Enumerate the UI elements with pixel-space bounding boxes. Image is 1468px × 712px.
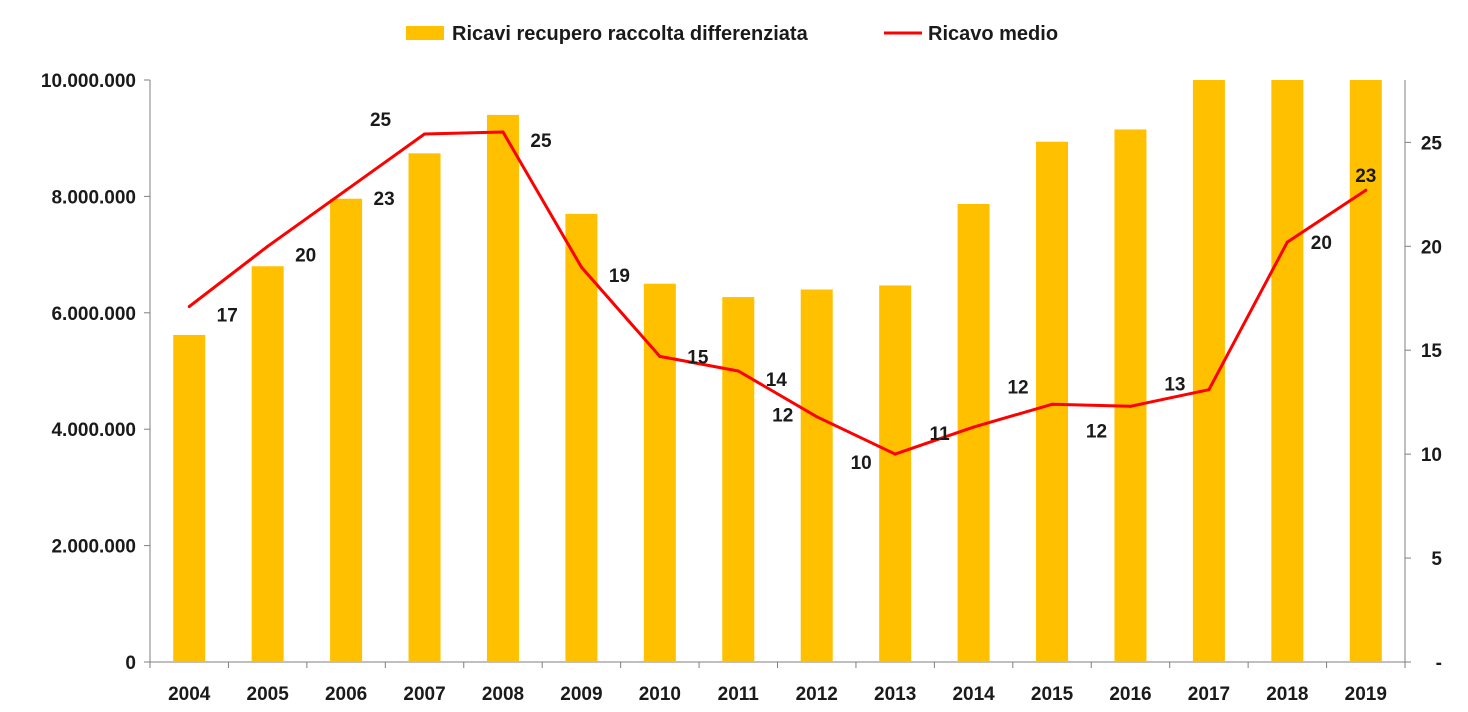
- line-data-label: 12: [1007, 377, 1028, 398]
- bar: [1036, 141, 1069, 662]
- x-tick-label: 2006: [325, 684, 367, 705]
- line-data-label: 12: [772, 406, 793, 427]
- line-point: [187, 305, 191, 309]
- x-tick-label: 2012: [796, 684, 838, 705]
- x-tick-label: 2015: [1031, 684, 1074, 705]
- line-point: [1364, 188, 1368, 192]
- bar: [800, 289, 833, 662]
- y-left-tick-label: 8.000.000: [51, 187, 136, 208]
- x-tick-label: 2009: [560, 684, 602, 705]
- y-left-tick-label: 6.000.000: [51, 304, 136, 325]
- bar: [173, 334, 206, 662]
- legend-label-line: Ricavo medio: [928, 23, 1058, 45]
- bar-series: [173, 80, 1382, 663]
- line-data-label: 25: [370, 110, 392, 131]
- line-point: [501, 130, 505, 134]
- x-tick-label: 2016: [1109, 684, 1151, 705]
- line-point: [893, 452, 897, 456]
- line-data-label: 19: [609, 266, 630, 287]
- x-tick-label: 2004: [168, 684, 211, 705]
- line-point: [972, 425, 976, 429]
- x-tick-label: 2018: [1266, 684, 1308, 705]
- y-right-tick-label: 15: [1421, 341, 1443, 362]
- line-point: [579, 265, 583, 269]
- y-right-tick-label: 5: [1431, 549, 1442, 570]
- y-right-tick-label: 20: [1421, 237, 1442, 258]
- bar: [879, 285, 912, 662]
- line-data-label: 11: [930, 424, 951, 445]
- bar: [565, 213, 598, 663]
- line-point: [1285, 240, 1289, 244]
- line-point: [658, 354, 662, 358]
- line-data-label: 13: [1164, 375, 1185, 396]
- bar: [1114, 129, 1147, 663]
- line-point: [1128, 404, 1132, 408]
- y-left-tick-label: 10.000.000: [41, 71, 136, 92]
- y-left-tick-label: 4.000.000: [51, 420, 136, 441]
- line-point: [1050, 402, 1054, 406]
- line-point: [815, 415, 819, 419]
- bar: [643, 283, 676, 662]
- x-tick-label: 2013: [874, 684, 916, 705]
- x-tick-label: 2011: [718, 684, 760, 705]
- x-tick-label: 2010: [639, 684, 681, 705]
- line-point: [736, 369, 740, 373]
- y-right-tick-label: 10: [1421, 445, 1442, 466]
- line-data-label: 20: [295, 245, 316, 266]
- line-data-label: 17: [217, 306, 238, 327]
- line-point: [344, 188, 348, 192]
- bar: [722, 297, 755, 662]
- bar: [486, 114, 519, 663]
- line-point: [1207, 388, 1211, 392]
- x-tick-label: 2007: [403, 684, 445, 705]
- line-data-label: 14: [766, 370, 788, 391]
- y-right-tick-label: -: [1436, 653, 1442, 674]
- line-data-label: 20: [1311, 233, 1332, 254]
- y-left-tick-label: 0: [125, 653, 136, 674]
- bar: [957, 203, 990, 662]
- x-tick-label: 2008: [482, 684, 524, 705]
- y-right-tick-label: 25: [1421, 133, 1443, 154]
- bar: [1349, 80, 1382, 662]
- bar: [1271, 80, 1304, 662]
- bar: [330, 198, 363, 662]
- legend-swatch-bar: [406, 26, 444, 40]
- legend-label-bar: Ricavi recupero raccolta differenziata: [452, 23, 809, 45]
- x-tick-label: 2005: [247, 684, 290, 705]
- x-tick-label: 2019: [1345, 684, 1387, 705]
- legend: Ricavi recupero raccolta differenziata R…: [406, 23, 1058, 45]
- line-data-label: 10: [851, 453, 872, 474]
- y-left-tick-label: 2.000.000: [51, 537, 136, 558]
- axes: 0 2.000.000 4.000.000 6.000.000 8.000.000 10.…: [41, 71, 1443, 705]
- x-tick-label: 2014: [952, 684, 995, 705]
- bar: [408, 153, 441, 662]
- line-path: [188, 130, 1367, 456]
- line-series: [187, 130, 1368, 456]
- bar: [251, 266, 284, 662]
- x-tick-label: 2017: [1188, 684, 1230, 705]
- line-data-label: 25: [530, 131, 552, 152]
- line-data-label: 12: [1086, 421, 1107, 442]
- line-data-label: 23: [1355, 166, 1376, 187]
- line-data-label: 23: [374, 189, 395, 210]
- line-point: [266, 244, 270, 248]
- data-labels: 17 20 23 25 25 19 15 14 12 10 11 12 12 13 20 23: [217, 110, 1377, 474]
- line-point: [423, 132, 427, 136]
- line-data-label: 15: [687, 347, 709, 368]
